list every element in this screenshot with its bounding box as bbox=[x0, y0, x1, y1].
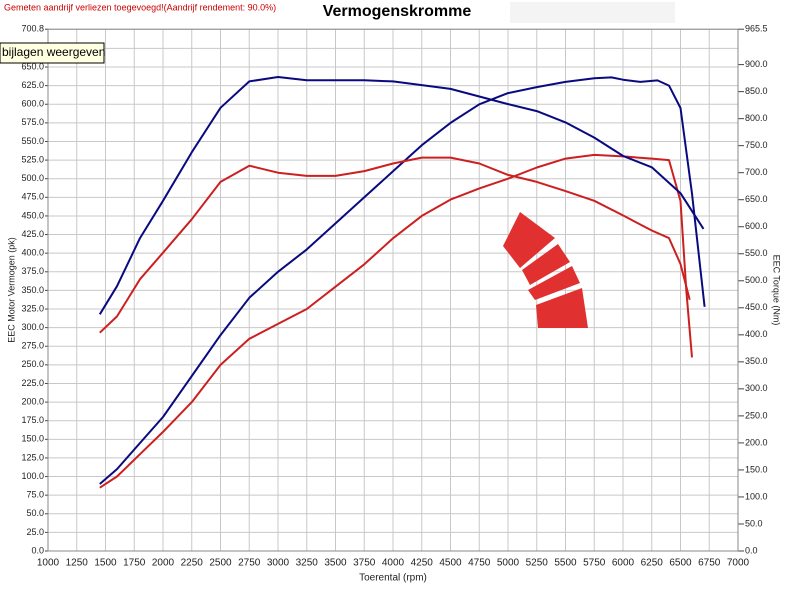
x-tick-label: 6000 bbox=[612, 558, 635, 569]
tooltip-text: bijlagen weergeven bbox=[2, 45, 105, 59]
y-tick-label: 175.0 bbox=[21, 415, 44, 425]
x-tick-label: 4500 bbox=[439, 558, 462, 569]
y2-tick-label: 0.0 bbox=[745, 545, 758, 555]
y-tick-label: 150.0 bbox=[21, 434, 44, 444]
y-tick-label: 75.0 bbox=[26, 490, 44, 500]
y-tick-label: 125.0 bbox=[21, 452, 44, 462]
y2-tick-label: 650.0 bbox=[745, 194, 768, 204]
x-tick-label: 1500 bbox=[94, 558, 117, 569]
x-tick-label: 2000 bbox=[152, 558, 175, 569]
x-axis-title: Toerental (rpm) bbox=[359, 573, 427, 584]
y-tick-label: 50.0 bbox=[26, 508, 44, 518]
y-tick-label: 325.0 bbox=[21, 303, 44, 313]
y-tick-label: 375.0 bbox=[21, 266, 44, 276]
series-line bbox=[98, 76, 705, 315]
y-tick-label: 0.0 bbox=[31, 545, 44, 555]
y-tick-label: 225.0 bbox=[21, 378, 44, 388]
y2-tick-label: 250.0 bbox=[745, 410, 768, 420]
tooltip bbox=[0, 42, 105, 64]
chart-title: Vermogenskromme bbox=[323, 3, 472, 20]
plot-border bbox=[47, 28, 739, 552]
y2-tick-label: 965.5 bbox=[745, 24, 768, 34]
x-tick-label: 5250 bbox=[526, 558, 549, 569]
y-tick-label: 100.0 bbox=[21, 471, 44, 481]
x-tick-label: 6750 bbox=[698, 558, 721, 569]
watermark-shape bbox=[522, 244, 570, 285]
x-tick-label: 1000 bbox=[37, 558, 60, 569]
y2-axis-title: EEC Torque (Nm) bbox=[772, 255, 782, 326]
x-tick-label: 2250 bbox=[181, 558, 204, 569]
y2-tick-label: 350.0 bbox=[745, 356, 768, 366]
y2-tick-label: 500.0 bbox=[745, 275, 768, 285]
y-tick-label: 650.0 bbox=[21, 61, 44, 71]
y-tick-label: 475.0 bbox=[21, 192, 44, 202]
x-tick-label: 5750 bbox=[583, 558, 606, 569]
series-line bbox=[99, 156, 691, 334]
y2-tick-label: 850.0 bbox=[745, 86, 768, 96]
y-tick-label: 625.0 bbox=[21, 80, 44, 90]
y-tick-label: 525.0 bbox=[21, 154, 44, 164]
x-tick-label: 7000 bbox=[727, 558, 750, 569]
x-tick-label: 3500 bbox=[324, 558, 347, 569]
y2-tick-label: 550.0 bbox=[745, 248, 768, 258]
x-tick-label: 1750 bbox=[123, 558, 146, 569]
y2-tick-label: 200.0 bbox=[745, 437, 768, 447]
y-tick-label: 425.0 bbox=[21, 229, 44, 239]
y-tick-label: 200.0 bbox=[21, 396, 44, 406]
y2-tick-label: 700.0 bbox=[745, 167, 768, 177]
y2-tick-label: 150.0 bbox=[745, 464, 768, 474]
x-tick-label: 3750 bbox=[353, 558, 376, 569]
x-tick-label: 4250 bbox=[411, 558, 434, 569]
y-tick-label: 275.0 bbox=[21, 341, 44, 351]
x-tick-label: 3250 bbox=[296, 558, 319, 569]
y2-tick-label: 750.0 bbox=[745, 140, 768, 150]
x-tick-label: 4000 bbox=[382, 558, 405, 569]
y-tick-label: 250.0 bbox=[21, 359, 44, 369]
y2-tick-label: 450.0 bbox=[745, 302, 768, 312]
x-tick-label: 2500 bbox=[209, 558, 232, 569]
warning: Gemeten aandrijf verliezen toegevoegd!(A… bbox=[4, 2, 276, 12]
y-axis-title: EEC Motor Vermogen (pk) bbox=[6, 237, 16, 343]
y-tick-label: 600.0 bbox=[21, 99, 44, 109]
y2-tick-label: 900.0 bbox=[745, 59, 768, 69]
watermark-shape bbox=[503, 212, 555, 268]
x-tick-label: 5000 bbox=[497, 558, 520, 569]
y-tick-label: 550.0 bbox=[21, 136, 44, 146]
x-tick-label: 5500 bbox=[554, 558, 577, 569]
x-tick-label: 3000 bbox=[267, 558, 290, 569]
y2-tick-label: 300.0 bbox=[745, 383, 768, 393]
x-tick-label: 2750 bbox=[238, 558, 261, 569]
y-tick-label: 400.0 bbox=[21, 248, 44, 258]
x-tick-label: 6250 bbox=[641, 558, 664, 569]
series-line bbox=[99, 76, 706, 485]
y-tick-label: 500.0 bbox=[21, 173, 44, 183]
x-tick-label: 4750 bbox=[468, 558, 491, 569]
y-tick-label: 575.0 bbox=[21, 117, 44, 127]
y-tick-label: 350.0 bbox=[21, 285, 44, 295]
x-tick-label: 1250 bbox=[66, 558, 89, 569]
y2-tick-label: 50.0 bbox=[745, 518, 763, 528]
watermark-shape bbox=[536, 288, 588, 328]
x-tick-label: 6500 bbox=[669, 558, 692, 569]
y2-tick-label: 600.0 bbox=[745, 221, 768, 231]
series-line bbox=[99, 153, 693, 489]
y-tick-label: 300.0 bbox=[21, 322, 44, 332]
y-tick-label: 25.0 bbox=[26, 527, 44, 537]
watermark-shape bbox=[528, 266, 580, 300]
y2-tick-label: 100.0 bbox=[745, 491, 768, 501]
y2-tick-label: 800.0 bbox=[745, 113, 768, 123]
y2-tick-label: 400.0 bbox=[745, 329, 768, 339]
title-box bbox=[510, 2, 675, 23]
y-tick-label: 700.8 bbox=[21, 24, 44, 34]
watermark bbox=[503, 212, 588, 328]
plot: 1000 1250 1500 1750 2000 2250 2500 2750 3000 3250… bbox=[21, 24, 767, 569]
y-tick-label: 450.0 bbox=[21, 210, 44, 220]
